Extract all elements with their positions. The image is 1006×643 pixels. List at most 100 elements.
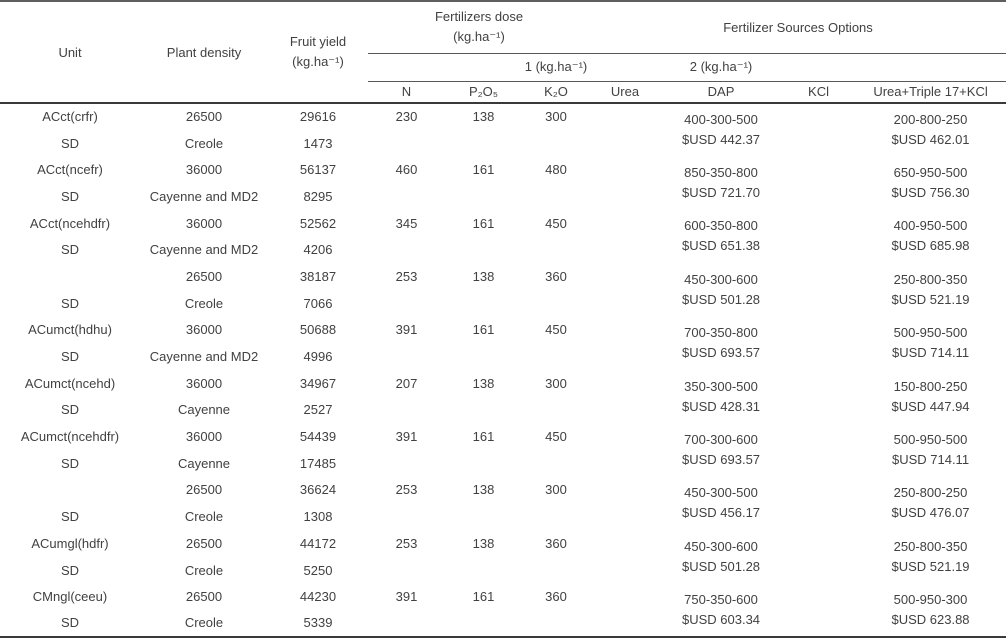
- unit-cell: CMngl(ceeu): [32, 589, 108, 605]
- unit-cell: [0, 477, 140, 504]
- urea-cell: [590, 530, 660, 583]
- k2o-dose-cell: 360: [545, 268, 567, 284]
- unit-cell: ACumct(ncehd): [24, 375, 116, 391]
- dap-cell: 450-300-500 $USD 456.17: [660, 477, 782, 530]
- fruit-yield-cell: 38187: [299, 268, 337, 284]
- dap-dose: 450-300-600: [684, 271, 758, 287]
- sd-label-cell: SD: [60, 242, 80, 258]
- header-row-options: 1 (kg.ha⁻¹) 2 (kg.ha⁻¹): [0, 53, 1006, 82]
- n-dose-cell: 460: [395, 162, 418, 178]
- empty-cell: [522, 183, 590, 210]
- plant-density-cell: 26500: [185, 589, 223, 605]
- table-body: ACct(crfr) 26500 29616 230 138 300 400-3…: [0, 103, 1006, 637]
- urea-cell: [590, 156, 660, 209]
- cultivar-cell: Cayenne and MD2: [149, 349, 259, 365]
- empty-cell: [368, 290, 445, 317]
- fruit-yield-cell: 44172: [299, 535, 337, 551]
- urea-triple-kcl-cell: 250-800-350 $USD 521.19: [855, 263, 1006, 316]
- urea-triple-kcl-cell: 250-800-350 $USD 521.19: [855, 530, 1006, 583]
- dap-cell: 450-300-600 $USD 501.28: [660, 530, 782, 583]
- dap-dose: 700-350-800: [684, 325, 758, 341]
- n-dose-cell: 253: [395, 535, 418, 551]
- sd-label-cell: SD: [60, 402, 80, 418]
- table-row: ACumgl(hdfr) 26500 44172 253 138 360 450…: [0, 530, 1006, 574]
- col-header-urea-triple-kcl: Urea+Triple 17+KCl: [855, 81, 1006, 104]
- option-spacer-1: [368, 53, 445, 82]
- fertilizers-dose-label: Fertilizers dose: [434, 9, 524, 25]
- header-row-groups: Unit Plant density Fruit yield (kg.ha⁻¹)…: [0, 1, 1006, 104]
- empty-cell: [522, 450, 590, 477]
- urea-triple-kcl-cell: 150-800-250 $USD 447.94: [855, 370, 1006, 423]
- table-row: CMngl(ceeu) 26500 44230 391 161 360 750-…: [0, 583, 1006, 626]
- sd-label-cell: SD: [60, 562, 80, 578]
- empty-cell: [445, 610, 522, 637]
- sd-label-cell: SD: [60, 135, 80, 151]
- n-dose-cell: 391: [395, 322, 418, 338]
- n-dose-cell: 391: [395, 589, 418, 605]
- empty-cell: [368, 610, 445, 637]
- urea-cell: [590, 477, 660, 530]
- plant-density-cell: 36000: [185, 322, 223, 338]
- cultivar-cell: Cayenne and MD2: [149, 188, 259, 204]
- urea-triple-kcl-cell: 400-950-500 $USD 685.98: [855, 210, 1006, 263]
- empty-cell: [522, 343, 590, 370]
- table-row: ACumct(hdhu) 36000 50688 391 161 450 700…: [0, 317, 1006, 360]
- urea-triple-kcl-dose: 500-950-500: [893, 431, 968, 447]
- table-row-sd: SD Creole 5339: [0, 610, 1006, 637]
- n-dose-cell: 253: [395, 482, 418, 498]
- urea-cell: [590, 370, 660, 423]
- empty-cell: [368, 450, 445, 477]
- plant-density-cell: 26500: [185, 109, 223, 125]
- urea-triple-kcl-cost: $USD 462.01: [891, 132, 970, 148]
- empty-cell: [445, 343, 522, 370]
- cultivar-cell: Creole: [184, 295, 224, 311]
- urea-triple-kcl-dose: 150-800-250: [893, 378, 968, 394]
- col-header-fruit-yield: Fruit yield (kg.ha⁻¹): [268, 1, 368, 104]
- fruit-yield-sd-cell: 4206: [303, 242, 333, 258]
- kcl-cell: [782, 210, 855, 263]
- cultivar-cell: Cayenne and MD2: [149, 242, 259, 258]
- p2o5-dose-cell: 161: [472, 322, 495, 338]
- urea-triple-kcl-cost: $USD 476.07: [891, 505, 970, 521]
- option-2-header: 2 (kg.ha⁻¹): [660, 53, 783, 82]
- k2o-dose-cell: 480: [545, 162, 567, 178]
- cultivar-cell: Cayenne: [177, 402, 231, 418]
- sd-label-cell: SD: [60, 615, 80, 631]
- urea-triple-kcl-cost: $USD 623.88: [891, 611, 970, 627]
- empty-cell: [368, 503, 445, 530]
- empty-cell: [522, 610, 590, 637]
- table-row: ACct(crfr) 26500 29616 230 138 300 400-3…: [0, 103, 1006, 147]
- kcl-cell: [782, 156, 855, 209]
- col-header-dap: DAP: [660, 81, 783, 104]
- dap-cost: $USD 721.70: [681, 185, 761, 201]
- p2o5-dose-cell: 138: [472, 535, 495, 551]
- fruit-yield-sd-cell: 2527: [303, 402, 333, 418]
- plant-density-cell: 36000: [185, 162, 223, 178]
- fruit-yield-sd-cell: 5250: [303, 562, 333, 578]
- dap-cell: 750-350-600 $USD 603.34: [660, 583, 782, 636]
- kcl-cell: [782, 317, 855, 370]
- cultivar-cell: Creole: [184, 562, 224, 578]
- n-dose-cell: 230: [395, 109, 418, 125]
- k2o-dose-cell: 300: [545, 482, 567, 498]
- fruit-yield-cell: 29616: [299, 109, 337, 125]
- col-header-n: N: [368, 81, 445, 104]
- urea-triple-kcl-dose: 500-950-500: [893, 325, 968, 341]
- n-dose-cell: 345: [395, 215, 418, 231]
- k2o-dose-cell: 360: [545, 535, 567, 551]
- sd-label-cell: SD: [60, 509, 80, 525]
- group-header-sources-options: Fertilizer Sources Options: [590, 1, 1006, 54]
- empty-cell: [522, 557, 590, 584]
- p2o5-dose-cell: 138: [472, 482, 495, 498]
- dap-cell: 350-300-500 $USD 428.31: [660, 370, 782, 423]
- group-header-fertilizers-dose: Fertilizers dose (kg.ha⁻¹): [368, 1, 591, 54]
- table-row: ACumct(ncehd) 36000 34967 207 138 300 35…: [0, 370, 1006, 414]
- p2o5-dose-cell: 138: [472, 375, 495, 391]
- urea-triple-kcl-cell: 650-950-500 $USD 756.30: [855, 156, 1006, 209]
- table-header: Unit Plant density Fruit yield (kg.ha⁻¹)…: [0, 1, 1006, 104]
- p2o5-dose-cell: 138: [472, 109, 495, 125]
- urea-cell: [590, 103, 660, 156]
- fertilizers-dose-unit: (kg.ha⁻¹): [453, 29, 505, 45]
- dap-cell: 400-300-500 $USD 442.37: [660, 103, 782, 156]
